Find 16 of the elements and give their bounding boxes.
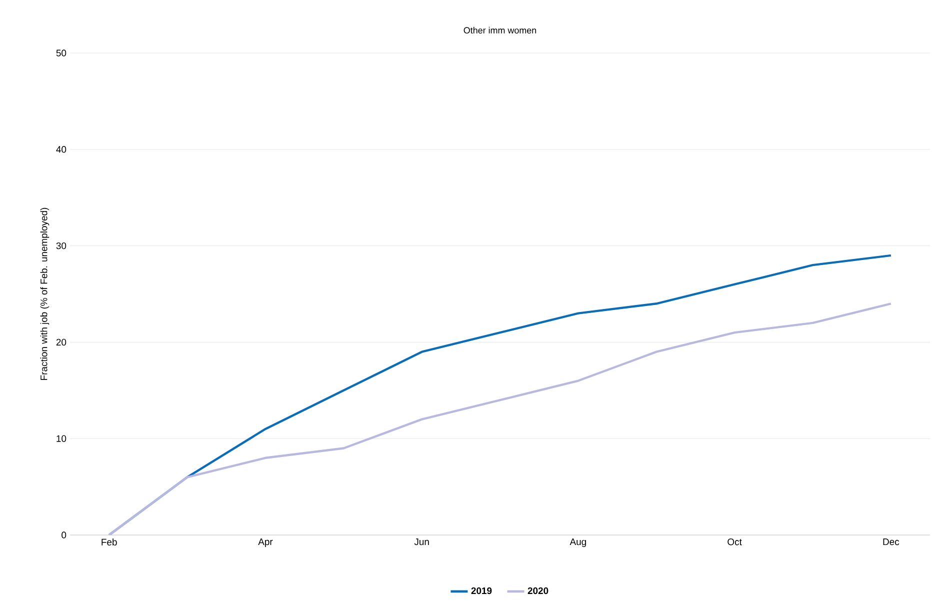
y-tick-label: 50	[56, 50, 66, 56]
x-tick-label: Oct	[728, 538, 742, 546]
y-tick-label: 30	[56, 242, 66, 250]
legend-label: 2019	[471, 587, 492, 594]
x-tick-label: Apr	[258, 538, 273, 547]
y-tick-label: 10	[56, 435, 66, 442]
y-tick-label: 40	[56, 146, 66, 153]
chart-title: Other imm women	[464, 26, 536, 34]
x-tick-label: Feb	[102, 538, 117, 546]
y-tick-label: 20	[56, 338, 66, 346]
legend-label: 2020	[528, 587, 548, 594]
x-tick-label: Dec	[883, 538, 900, 546]
x-tick-label: Jun	[414, 538, 429, 546]
y-tick-label: 0	[62, 532, 66, 538]
x-tick-label: Aug	[570, 538, 586, 547]
y-axis-title: Fraction with job (% of Feb. unemployed)	[40, 208, 50, 380]
